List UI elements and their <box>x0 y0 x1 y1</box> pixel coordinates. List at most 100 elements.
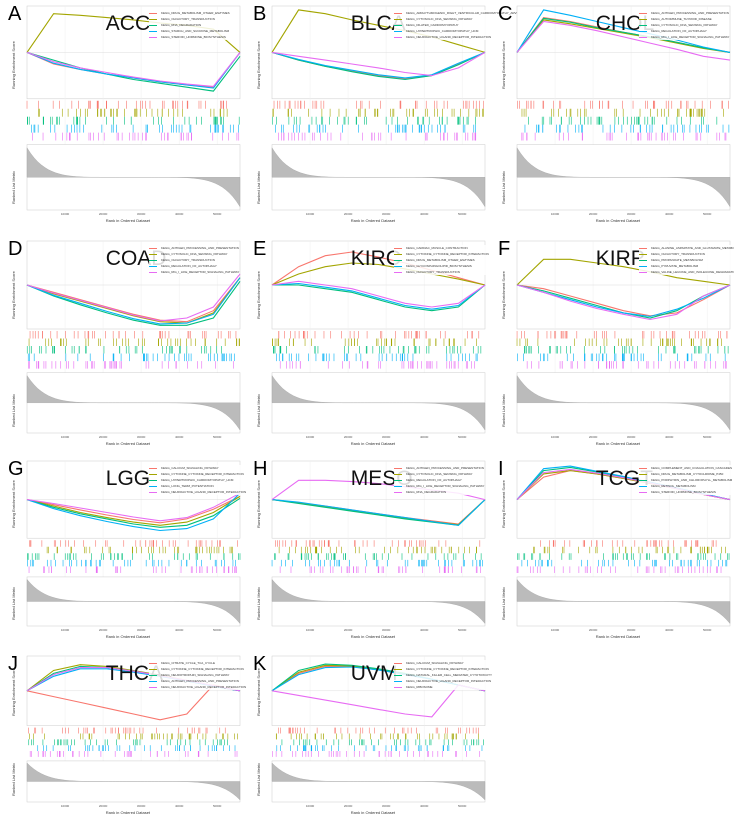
legend-item: KEGG_REGULATION_OF_AUTOPHAGY <box>149 263 239 269</box>
x-tick: 20000 <box>344 628 353 632</box>
x-tick: 50000 <box>213 628 222 632</box>
x-tick: 40000 <box>420 804 429 808</box>
gsea-plot: 10000 20000 30000 40000 50000 <box>516 240 731 439</box>
legend-label: KEGG_OLFACTORY_TRANSDUCTION <box>651 252 705 256</box>
x-tick: 30000 <box>137 628 146 632</box>
legend-label: KEGG_CALCIUM_SIGNALING_PATHWAY <box>406 661 464 665</box>
legend-swatch <box>149 253 157 255</box>
legend-label: KEGG_DILATED_CARDIOMYOPATHY <box>406 23 459 27</box>
legend-item: KEGG_CARDIAC_MUSCLE_CONTRACTION <box>394 245 489 251</box>
legend-swatch <box>394 491 402 493</box>
hit-marks-2 <box>272 338 477 347</box>
hit-marks-4 <box>31 124 239 133</box>
panel-letter: C <box>498 3 513 25</box>
legend-swatch <box>149 479 157 481</box>
x-axis-label: Rank in Ordered Dataset <box>105 810 151 815</box>
legend-swatch <box>394 259 402 261</box>
legend-item: KEGG_PYRUVATE_METABOLISM <box>639 263 734 269</box>
y-axis-label-es: Running Enrichment Score <box>11 480 16 529</box>
hit-marks-3 <box>517 553 730 560</box>
legend-label: KEGG_OLFACTORY_TRANSDUCTION <box>161 17 215 21</box>
hit-marks-3 <box>281 739 484 746</box>
y-axis-label-es: Running Enrichment Score <box>256 480 261 529</box>
legend-label: KEGG_PROPANOATE_METABOLISM <box>651 258 703 262</box>
legend-swatch <box>394 271 402 273</box>
x-tick: 30000 <box>137 435 146 439</box>
ranked-metric-area <box>516 579 731 624</box>
legend-item: KEGG_NEUROACTIVE_LIGAND_RECEPTOR_INTERAC… <box>149 489 246 495</box>
legend-label: KEGG_CYTOKINE_CYTOKINE_RECEPTOR_INTERACT… <box>161 472 244 476</box>
es-curve-4 <box>26 51 241 89</box>
panel-letter: J <box>8 653 18 675</box>
legend-item: KEGG_REGULATION_OF_AUTOPHAGY <box>639 28 729 34</box>
y-axis-label-es: Running Enrichment Score <box>501 271 506 319</box>
ranked-metric-area <box>271 762 486 801</box>
es-curve-5 <box>26 51 241 87</box>
legend-item: KEGG_RETINOL_METABOLISM <box>639 483 732 489</box>
panel-blca: 10000 20000 30000 40000 50000 B BLCA Rank in Or… <box>250 0 519 232</box>
gsea-plot: 10000 20000 30000 40000 50000 <box>26 460 241 632</box>
panel-title: KIRC <box>350 247 401 270</box>
ranked-metric-area <box>26 147 241 208</box>
legend-item: KEGG_ANTIGEN_PROCESSING_AND_PRESENTATION <box>149 245 239 251</box>
hit-marks-1 <box>278 331 480 339</box>
legend-label: KEGG_NEUROTROPHIN_SIGNALING_PATHWAY <box>161 673 230 677</box>
legend: KEGG_CARDIAC_MUSCLE_CONTRACTION KEGG_CYTO… <box>394 245 489 275</box>
legend-label: KEGG_CITRATE_CYCLE_TCA_CYCLE <box>161 661 215 665</box>
legend-swatch <box>394 467 402 469</box>
es-curve-2 <box>271 9 486 53</box>
hit-marks-2 <box>29 733 238 740</box>
hit-marks-4 <box>524 124 730 133</box>
legend-label: KEGG_STEROID_HORMONE_BIOSYNTHESIS <box>161 35 226 39</box>
legend-swatch <box>639 24 647 26</box>
es-curve-1 <box>516 284 731 317</box>
legend-swatch <box>149 485 157 487</box>
legend-label: KEGG_ANTIGEN_PROCESSING_AND_PRESENTATION <box>651 11 729 15</box>
legend-swatch <box>394 479 402 481</box>
es-curve-1 <box>26 277 241 323</box>
panel-thca: 10000 20000 30000 40000 50000 J THCA Rank in Or… <box>5 650 247 824</box>
legend-item: KEGG_RIBOSOME <box>394 684 492 690</box>
hit-marks-2 <box>275 733 479 740</box>
legend-item: KEGG_CITRATE_CYCLE_TCA_CYCLE <box>149 660 246 666</box>
es-curve-3 <box>271 51 486 81</box>
y-axis-label-es: Running Enrichment Score <box>11 40 16 89</box>
hit-marks-4 <box>37 745 236 752</box>
legend-label: KEGG_OLFACTORY_TRANSDUCTION <box>406 270 460 274</box>
es-curve-4 <box>516 9 731 53</box>
y-axis-label-metric: Ranked List Metric <box>11 586 16 620</box>
legend-swatch <box>149 473 157 475</box>
hit-marks-2 <box>521 108 724 117</box>
legend-swatch <box>149 30 157 32</box>
hit-marks-5 <box>29 751 238 757</box>
hit-marks-5 <box>28 361 234 369</box>
legend-item: KEGG_RIG_I_LIKE_RECEPTOR_SIGNALING_PATHW… <box>149 269 239 275</box>
legend-item: KEGG_OLFACTORY_TRANSDUCTION <box>639 251 734 257</box>
legend-item: KEGG_CYTOKINE_CYTOKINE_RECEPTOR_INTERACT… <box>149 666 246 672</box>
legend-item: KEGG_RNA_DEGRADATION <box>149 22 230 28</box>
es-curve-2 <box>271 262 486 286</box>
y-axis-label-metric: Ranked List Metric <box>256 170 261 204</box>
legend-swatch <box>149 18 157 20</box>
hit-marks-5 <box>521 132 727 141</box>
hit-marks-5 <box>516 566 722 573</box>
legend-item: KEGG_REGULATION_OF_AUTOPHAGY <box>394 477 484 483</box>
y-axis-label-metric: Ranked List Metric <box>256 762 261 796</box>
legend-swatch <box>394 247 402 249</box>
es-curve-5 <box>516 284 731 321</box>
panel-kirp: 10000 20000 30000 40000 50000 F KIRP Rank in Or… <box>495 235 734 455</box>
legend-item: KEGG_CYTOKINE_CYTOKINE_RECEPTOR_INTERACT… <box>394 666 492 672</box>
hit-marks-1 <box>28 727 226 734</box>
legend-item: KEGG_DRUG_METABOLISM_OTHER_ENZYMES <box>149 10 230 16</box>
panel-title: UVM <box>350 662 398 685</box>
legend-swatch <box>394 473 402 475</box>
legend-label: KEGG_GLYCOSPHINGOLIPID_BIOSYNTHESIS <box>406 264 472 268</box>
legend-label: KEGG_ANTIGEN_PROCESSING_AND_PRESENTATION <box>406 466 484 470</box>
panel-title: TCGT <box>595 467 653 490</box>
legend-swatch <box>639 30 647 32</box>
x-tick: 20000 <box>344 435 353 439</box>
legend-label: KEGG_RNA_DEGRADATION <box>406 490 447 494</box>
hit-marks-3 <box>528 116 718 125</box>
panel-letter: I <box>498 458 504 480</box>
legend-label: KEGG_ANTIGEN_PROCESSING_AND_PRESENTATION <box>161 679 239 683</box>
